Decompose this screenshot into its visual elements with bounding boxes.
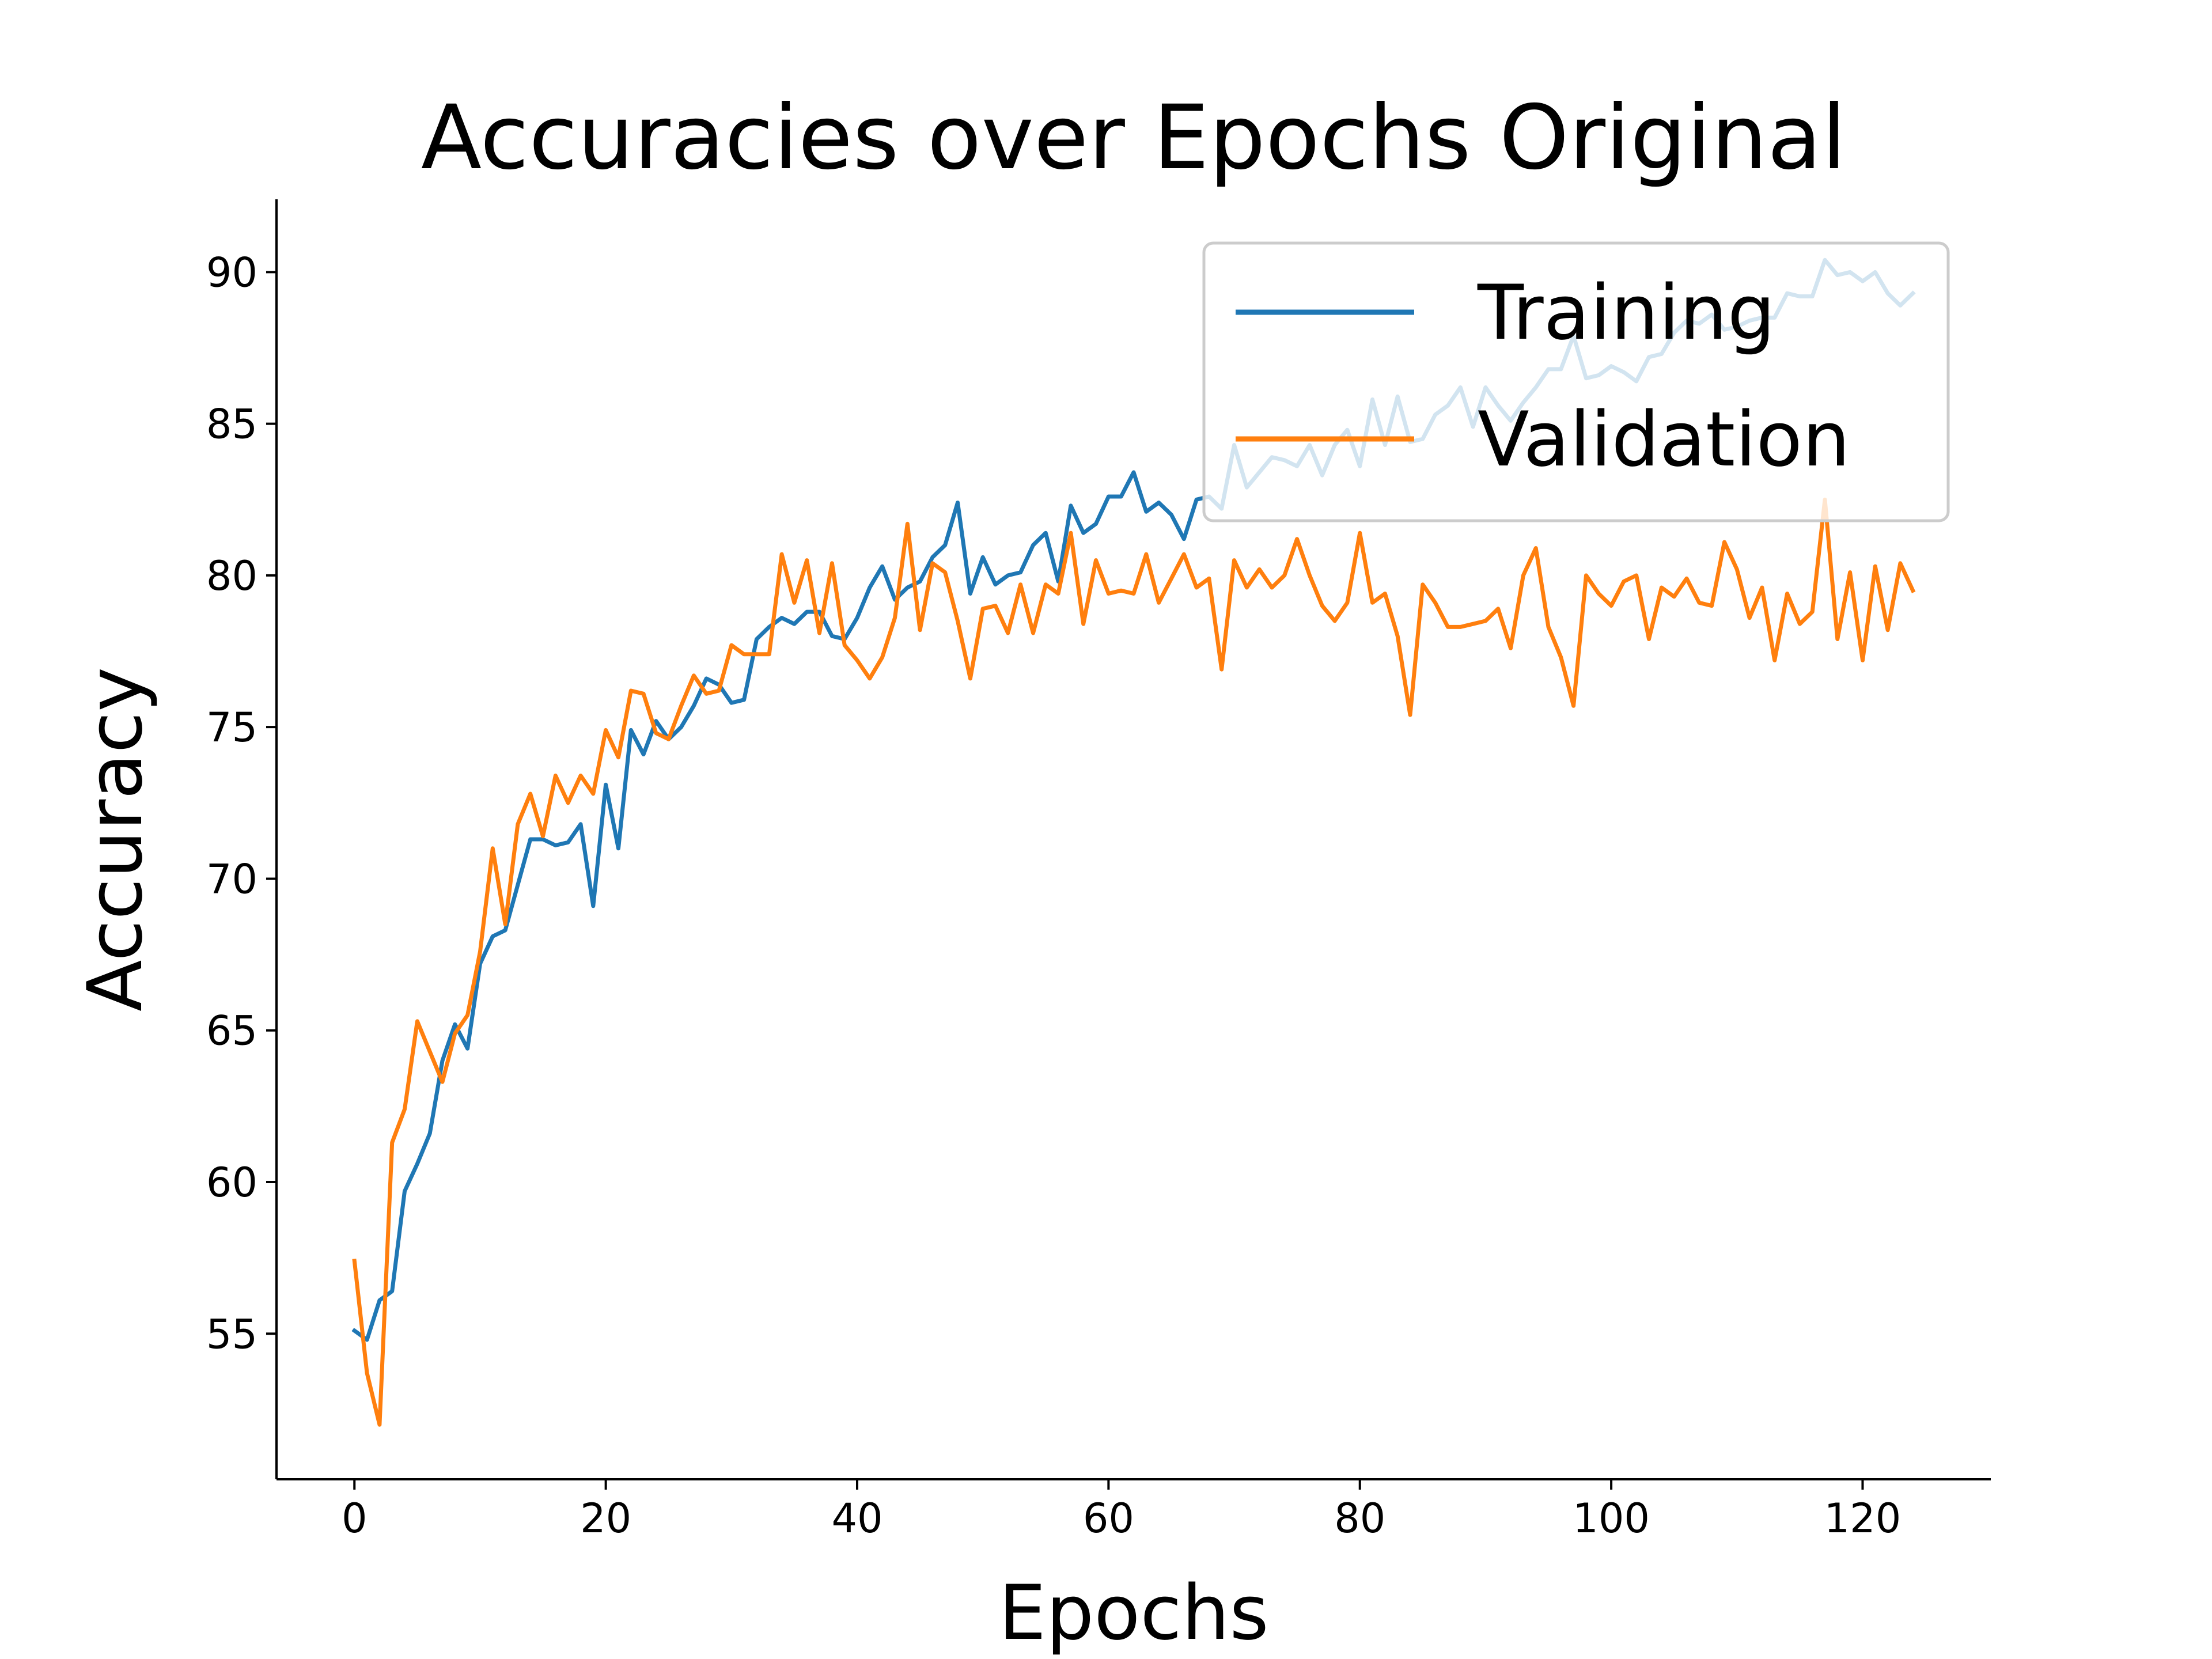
chart-title: Accuracies over Epochs Original	[421, 86, 1846, 190]
y-tick-label: 90	[206, 249, 257, 296]
y-tick-label: 70	[206, 855, 257, 903]
legend: Training Validation	[1202, 241, 1950, 522]
x-tick-label: 60	[1083, 1495, 1134, 1542]
series-line-validation	[352, 497, 1916, 1427]
y-tick-label: 65	[206, 1007, 257, 1055]
x-tick-label: 0	[342, 1495, 368, 1542]
x-axis: 0 20 40 60 80 100 120 Epochs	[276, 1478, 1991, 1657]
x-tick-label: 20	[580, 1495, 631, 1542]
y-tick-label: 80	[206, 552, 257, 600]
y-axis: 55 60 65 70 75 80 85 90 Accuracy	[71, 199, 278, 1479]
y-tick-label: 85	[206, 401, 257, 448]
y-tick-label: 60	[206, 1159, 257, 1206]
legend-label-validation: Validation	[1478, 395, 1850, 483]
x-tick-label: 40	[831, 1495, 882, 1542]
x-ticks: 0 20 40 60 80 100 120	[342, 1479, 1901, 1542]
legend-label-training: Training	[1477, 268, 1775, 357]
x-tick-label: 100	[1573, 1495, 1650, 1542]
x-tick-label: 80	[1334, 1495, 1385, 1542]
y-tick-label: 75	[206, 704, 257, 751]
x-tick-label: 120	[1824, 1495, 1902, 1542]
x-axis-label: Epochs	[998, 1569, 1268, 1657]
y-axis-label: Accuracy	[71, 667, 159, 1012]
y-tick-label: 55	[206, 1310, 257, 1358]
y-ticks: 55 60 65 70 75 80 85 90	[206, 249, 276, 1358]
